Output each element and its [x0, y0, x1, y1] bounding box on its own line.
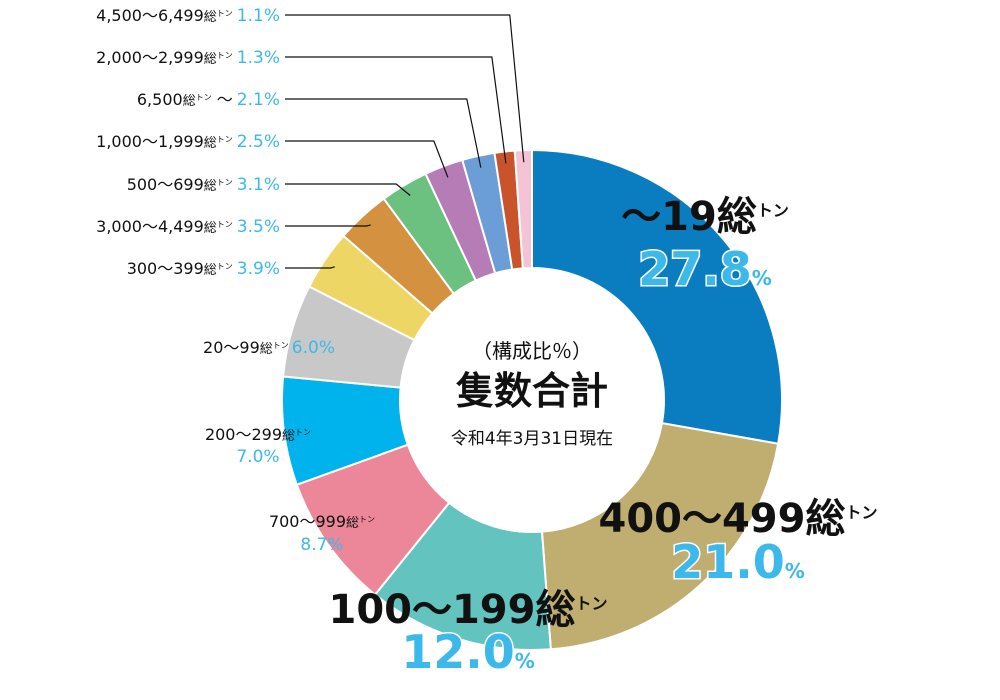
slice-value-1: 21.0%	[671, 535, 805, 589]
leader-line-8	[285, 183, 411, 196]
slice-value-2: 12.0%	[401, 625, 535, 679]
slice-value-3: 8.7%	[300, 535, 343, 555]
slice-label-11: 2,000～2,999総トン 1.3%	[96, 48, 280, 68]
leader-line-12	[285, 14, 525, 163]
slice-1	[540, 421, 780, 651]
center-date: 令和4年3月31日現在	[451, 429, 613, 449]
donut-slices	[281, 148, 783, 651]
center-title: 隻数合計	[456, 369, 608, 413]
slice-label-4: 200～299総トン	[205, 425, 311, 444]
leader-line-7	[285, 224, 371, 227]
slice-value-4: 7.0%	[236, 447, 279, 467]
slice-label-8: 500～699総トン 3.1%	[127, 175, 280, 195]
slice-label-12: 4,500～6,499総トン 1.1%	[96, 6, 280, 26]
slice-label-5: 20～99総トン 6.0%	[203, 338, 335, 358]
slice-label-10: 6,500総トン ～ 2.1%	[137, 90, 280, 110]
center-subtitle: （構成比％）	[472, 339, 592, 363]
slice-label-7: 3,000～4,499総トン 3.5%	[96, 217, 280, 237]
slice-label-0: ～19総トン	[621, 194, 789, 240]
slice-12	[513, 148, 533, 270]
slice-label-6: 300～399総トン 3.9%	[127, 259, 280, 279]
leader-line-9	[285, 140, 449, 178]
slice-label-1: 400～499総トン	[598, 496, 877, 542]
leader-line-11	[285, 56, 507, 164]
slice-label-2: 100～199総トン	[328, 587, 607, 633]
slice-label-3: 700～999総トン	[269, 512, 375, 531]
slice-0	[531, 148, 783, 445]
leader-line-6	[285, 266, 335, 269]
slice-value-0: 27.8%	[638, 242, 772, 296]
slice-label-9: 1,000～1,999総トン 2.5%	[96, 132, 280, 152]
leader-line-10	[285, 98, 482, 168]
leader-lines	[285, 14, 525, 269]
